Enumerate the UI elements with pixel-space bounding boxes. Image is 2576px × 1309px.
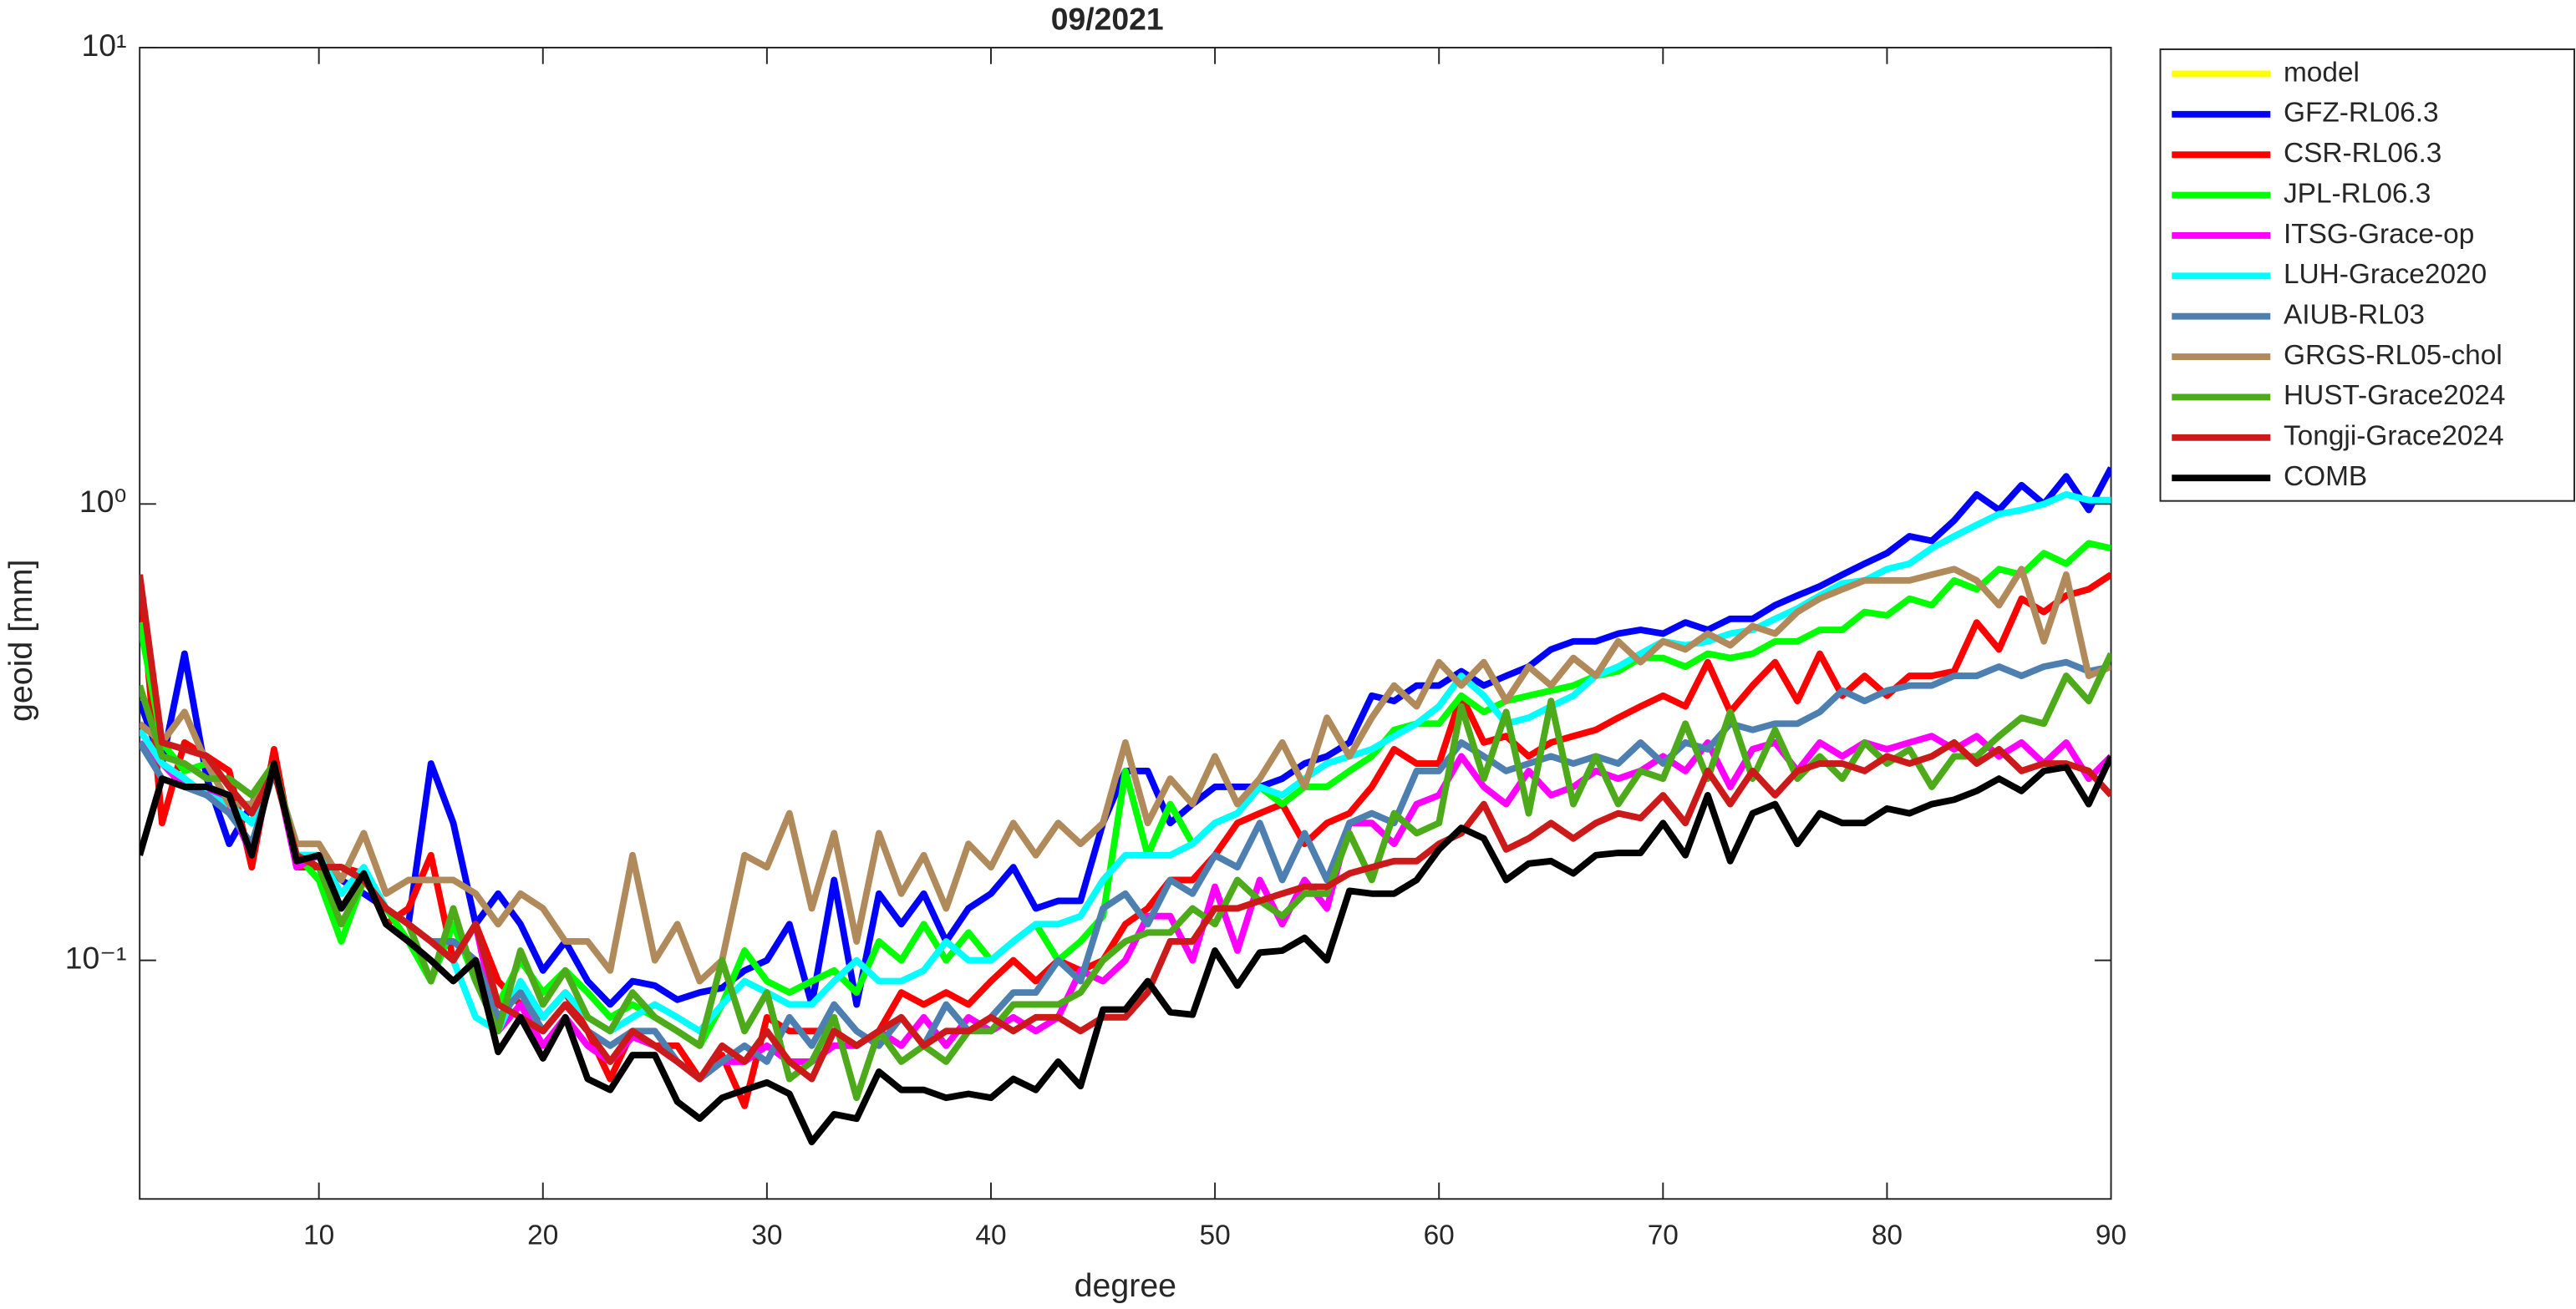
legend-label: LUH-Grace2020 [2284, 259, 2487, 290]
series-line [140, 754, 2111, 1145]
lines [140, 466, 2111, 1145]
x-tick-label: 60 [1424, 1220, 1455, 1251]
y-axis-label: geoid [mm] [3, 560, 39, 722]
series-line [140, 571, 2111, 1109]
legend-label: Tongji-Grace2024 [2284, 421, 2504, 452]
x-tick-label: 50 [1200, 1220, 1231, 1251]
legend-label: GFZ-RL06.3 [2284, 98, 2439, 129]
x-tick-label: 90 [2096, 1220, 2126, 1251]
x-tick-label: 40 [975, 1220, 1006, 1251]
legend-label: CSR-RL06.3 [2284, 138, 2441, 169]
legend-label: ITSG-Grace-op [2284, 219, 2474, 250]
legend-label: GRGS-RL05-chol [2284, 340, 2502, 371]
y-tick-label: 10¹ [81, 28, 126, 63]
plot-area [139, 47, 2112, 1200]
series-line [140, 566, 2111, 985]
legend-label: model [2284, 57, 2360, 88]
legend-label: JPL-RL06.3 [2284, 178, 2431, 209]
series-line [140, 574, 2111, 1083]
legend [2159, 48, 2575, 502]
x-axis-label: degree [1075, 1267, 1176, 1304]
legend-label: AIUB-RL03 [2284, 300, 2425, 331]
series-line [140, 652, 2111, 1102]
y-tick-label: 10⁰ [79, 484, 127, 519]
x-tick-label: 20 [527, 1220, 558, 1251]
series-line [140, 490, 2111, 1035]
chart-title: 09/2021 [1051, 1, 1164, 36]
legend-label: HUST-Grace2024 [2284, 380, 2506, 411]
legend-label: COMB [2284, 461, 2367, 492]
x-tick-label: 70 [1648, 1220, 1679, 1251]
x-tick-label: 80 [1872, 1220, 1903, 1251]
x-tick-label: 10 [303, 1220, 334, 1251]
x-tick-label: 30 [751, 1220, 782, 1251]
y-tick-label: 10⁻¹ [65, 940, 127, 975]
